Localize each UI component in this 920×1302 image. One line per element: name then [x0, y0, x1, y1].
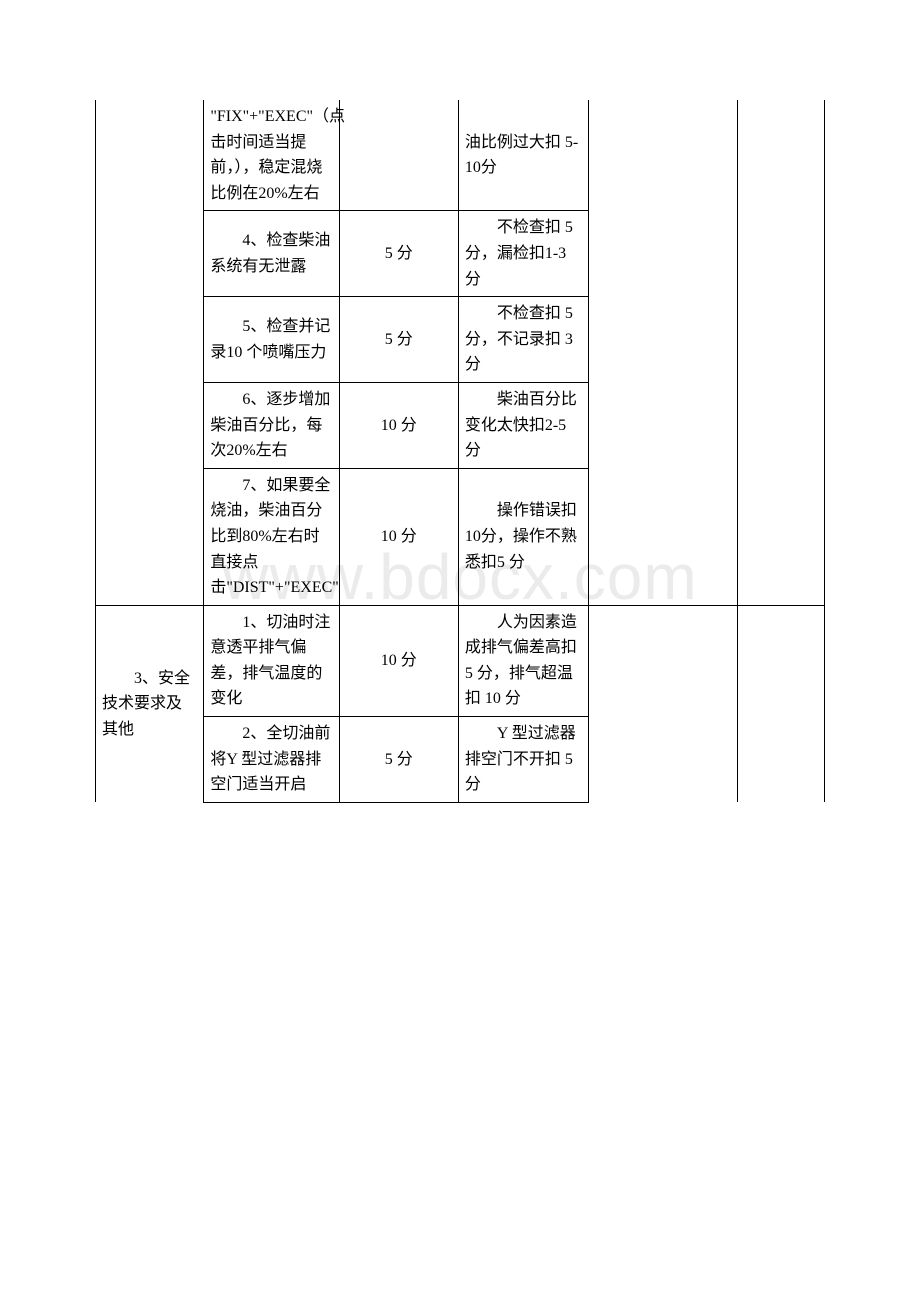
table-row: "FIX"+"EXEC"（点击时间适当提前，），稳定混烧比例在20%左右 油比例… [96, 100, 825, 211]
cell-score: 5 分 [339, 297, 458, 383]
cell-score: 10 分 [339, 382, 458, 468]
cell-desc: 4、检查柴油系统有无泄露 [204, 211, 339, 297]
cell-desc: 7、如果要全烧油，柴油百分比到80%左右时直接点击"DIST"+"EXEC" [204, 468, 339, 605]
cell-criteria: 油比例过大扣 5-10分 [458, 100, 588, 211]
cell-desc: "FIX"+"EXEC"（点击时间适当提前，），稳定混烧比例在20%左右 [204, 100, 339, 211]
cell-criteria: 柴油百分比变化太快扣2-5 分 [458, 382, 588, 468]
cell-criteria: 不检查扣 5 分，漏检扣1-3 分 [458, 211, 588, 297]
cell-empty [588, 100, 737, 605]
cell-score: 5 分 [339, 717, 458, 803]
cell-empty [738, 100, 825, 605]
cell-criteria: 不检查扣 5 分，不记录扣 3 分 [458, 297, 588, 383]
cell-score: 10 分 [339, 605, 458, 716]
cell-score: 5 分 [339, 211, 458, 297]
evaluation-table: "FIX"+"EXEC"（点击时间适当提前，），稳定混烧比例在20%左右 油比例… [95, 100, 825, 803]
cell-criteria: 人为因素造成排气偏差高扣 5 分，排气超温扣 10 分 [458, 605, 588, 716]
table-row: 3、安全技术要求及其他 1、切油时注意透平排气偏差，排气温度的变化 10 分 人… [96, 605, 825, 716]
cell-desc: 1、切油时注意透平排气偏差，排气温度的变化 [204, 605, 339, 716]
cell-score [339, 100, 458, 211]
cell-desc: 2、全切油前将Y 型过滤器排空门适当开启 [204, 717, 339, 803]
cell-empty [588, 605, 737, 802]
cell-category: 3、安全技术要求及其他 [96, 605, 204, 802]
evaluation-table-wrap: "FIX"+"EXEC"（点击时间适当提前，），稳定混烧比例在20%左右 油比例… [95, 100, 825, 803]
cell-criteria: Y 型过滤器排空门不开扣 5 分 [458, 717, 588, 803]
cell-score: 10 分 [339, 468, 458, 605]
cell-desc: 5、检查并记录10 个喷嘴压力 [204, 297, 339, 383]
cell-empty [738, 605, 825, 802]
cell-desc: 6、逐步增加柴油百分比，每次20%左右 [204, 382, 339, 468]
cell-criteria: 操作错误扣 10分，操作不熟悉扣5 分 [458, 468, 588, 605]
cell-category [96, 100, 204, 605]
